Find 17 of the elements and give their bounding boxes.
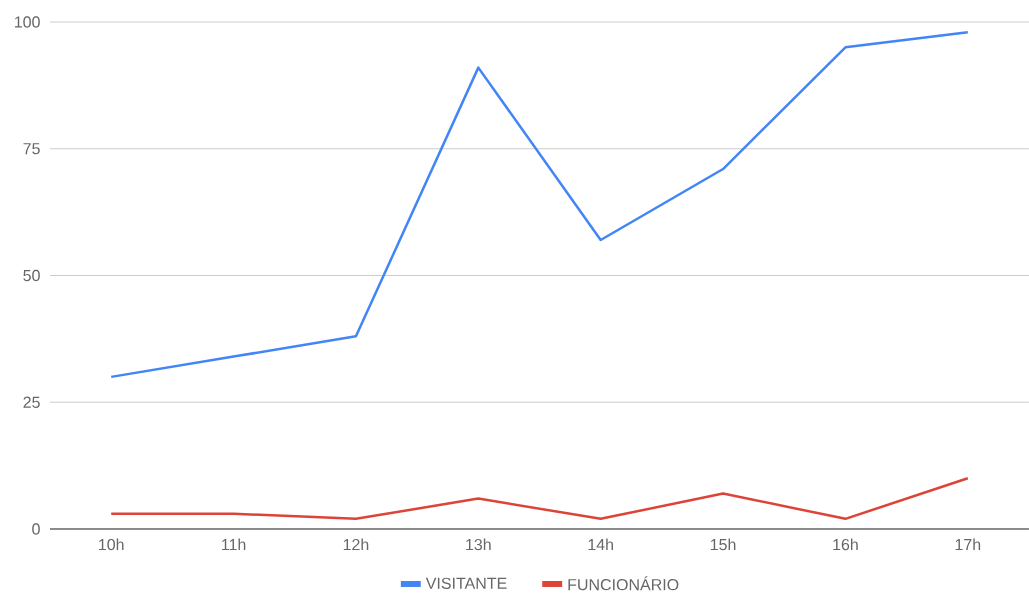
y-tick-label: 75 [23,143,40,155]
y-tick-label: 25 [23,396,40,408]
x-tick-label: 13h [466,538,491,551]
legend-label: FUNCIONÁRIO [568,576,679,591]
line-series [109,477,970,521]
x-tick-label: 17h [955,538,981,551]
x-tick-label: 16h [833,538,858,551]
legend-label: VISITANTE [425,577,507,589]
x-tick-label: 15h [710,538,736,551]
x-tick-label: 10h [99,538,124,551]
x-tick-label: 11h [222,538,246,551]
y-tick-label: 0 [32,523,40,535]
line-series [109,30,970,379]
y-tick-label: 50 [23,269,40,282]
x-tick-label: 12h [343,538,369,551]
y-tick-label: 100 [15,16,40,28]
x-tick-label: 14h [588,538,613,551]
